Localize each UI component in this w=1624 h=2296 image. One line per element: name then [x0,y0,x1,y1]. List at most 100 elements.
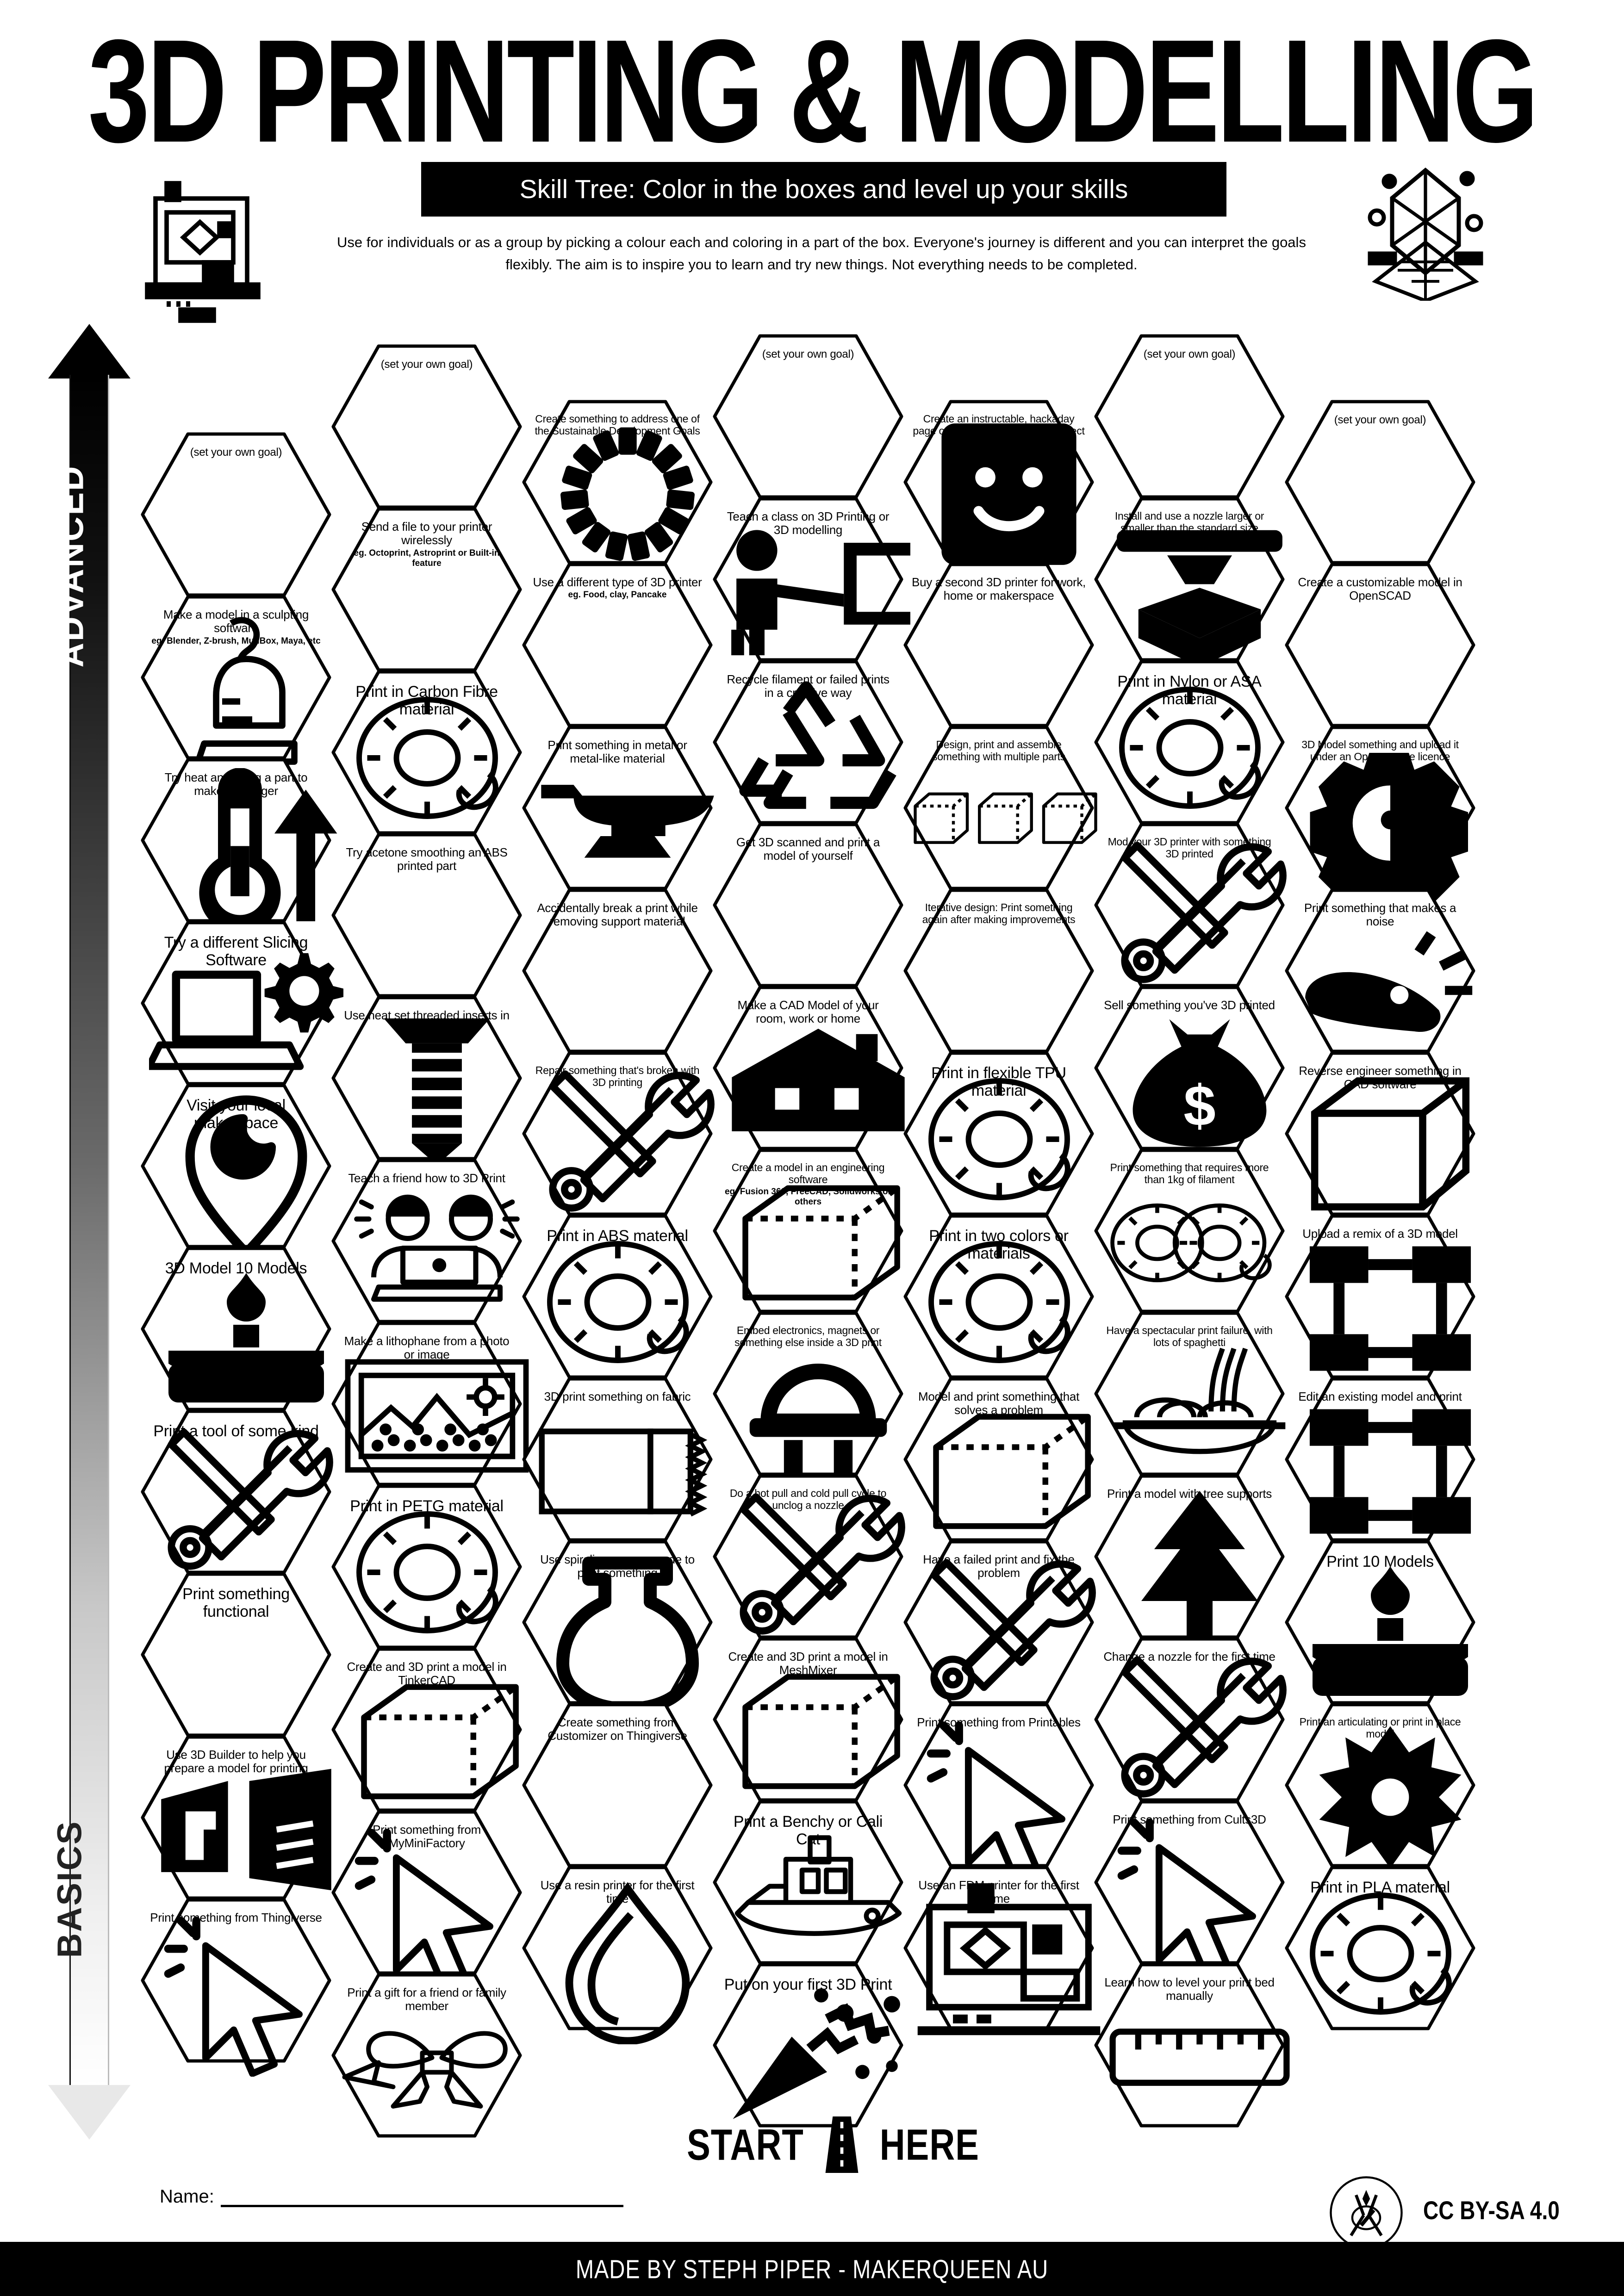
skill-hex[interactable]: Try heat annealing a part to make it str… [139,756,337,934]
road-icon [825,2116,859,2173]
skill-hex[interactable]: Print in Carbon Fibre material [330,668,524,837]
skill-hex[interactable]: Create and 3D print a model in MeshMixer [711,1635,905,1804]
skill-hex[interactable]: Teach a friend how to 3D Print [330,1157,524,1325]
poster-footer: MADE BY STEPH PIPER - MAKERQUEEN AU [0,2242,1624,2296]
skill-hex[interactable]: Use an FDM printer for the first time [902,1864,1101,2035]
3d-cube-lattice-icon [1356,162,1495,303]
skill-hex[interactable]: Print in PLA material [1283,1864,1477,2032]
skill-label: Create and 3D print a model in TinkerCAD [347,1660,507,1688]
skill-hex[interactable]: Edit an existing model and print [1283,1375,1477,1544]
skill-hex[interactable]: Print in flexible TPU material [902,1049,1096,1218]
skill-hex[interactable]: Put on your first 3D Print [711,1961,905,2129]
3d-printer-icon [139,176,278,326]
skill-label: 3D Model 10 Models [165,1260,307,1277]
start-word: START [687,2120,804,2170]
skill-hex[interactable]: Mod your 3D printer with something 3D pr… [1092,821,1287,989]
axis-arrow-head [48,324,131,379]
skill-hex[interactable]: Use a resin printer for the first time [520,1864,715,2044]
author-credit: MADE BY STEPH PIPER - MAKERQUEEN AU [575,2254,1049,2284]
skill-hex[interactable]: Print 10 Models [1283,1538,1477,1706]
skill-hex[interactable]: Use a different type of 3D printer eg. Fo… [520,561,715,729]
skill-hex[interactable]: Sell something you've 3D printed $ [1092,984,1287,1152]
skill-hex[interactable]: Try a different Slicing Software [139,919,343,1087]
skill-hex[interactable]: Design, print and assemble something wit… [902,724,1097,892]
skill-hex[interactable]: 3D print something on fabric [520,1375,715,1544]
skill-hex[interactable]: Send a file to your printer wirelessly eg… [330,505,524,674]
skill-hex[interactable]: Print something from Cults3D [1092,1798,1287,1979]
skill-hex[interactable]: Print something from MyMiniFactory [330,1808,524,1989]
skill-label: 3D print something on fabric [544,1390,691,1403]
skill-hex[interactable]: 3D Model something and upload it under a… [1283,724,1477,904]
name-input-line[interactable] [220,2188,623,2207]
skill-hex[interactable]: Print in ABS material [520,1212,715,1381]
skill-hex[interactable]: Install and use a nozzle larger or small… [1092,495,1287,667]
skill-hex[interactable]: Print something functional [139,1570,333,1739]
skill-hex[interactable]: Do a hot pull and cold pull cycle to unc… [711,1472,905,1641]
skill-hex[interactable]: (set your own goal) [1092,332,1287,501]
skill-label: Create something from Customizer on Thin… [548,1715,687,1743]
skill-hex[interactable]: Create a model in an engineering softwar… [711,1147,905,1315]
skill-hex[interactable]: Use 3D Builder to help you prepare a mod… [139,1733,333,1902]
skill-hex[interactable]: Print in PETG material [330,1483,524,1651]
skill-hex[interactable]: 3D Model 10 Models [139,1245,333,1413]
skill-label: Sell something you've 3D printed [1104,998,1275,1012]
skill-hex[interactable]: (set your own goal) [711,332,905,501]
skill-hex[interactable]: Print a Benchy or Cali Cat [711,1798,905,1967]
skill-label: Create a customizable model in OpenSCAD [1298,575,1462,603]
skill-hex[interactable]: Print a tool of some kind [139,1408,333,1576]
skill-hex[interactable]: Create a customizable model in OpenSCAD [1283,561,1477,729]
license-text: CC BY-SA 4.0 [1423,2196,1560,2225]
skill-hex[interactable]: Try acetone smoothing an ABS printed par… [330,831,524,999]
skill-hex[interactable]: Have a failed print and fix the problem [902,1538,1096,1706]
skill-hex[interactable]: Reverse engineer something in CAD softwa… [1283,1049,1477,1218]
skill-hex[interactable]: Use heat set threaded inserts in a part [330,994,524,1165]
skill-hex[interactable]: Print something that makes a noise [1283,887,1477,1055]
skill-hex[interactable]: Teach a class on 3D Printing or 3D model… [711,495,910,664]
skill-hex[interactable]: Create something from Customizer on Thin… [520,1701,715,1869]
skill-hex[interactable]: Learn how to level your print bed manual… [1092,1961,1290,2129]
page-title: 3D PRINTING & MODELLING [88,9,1539,173]
skill-hex[interactable]: Recycle filament or failed prints in a c… [711,658,905,826]
skill-hex[interactable]: Have a spectacular print failure, with l… [1092,1309,1287,1478]
skill-hex[interactable]: (set your own goal) [1283,398,1477,566]
skill-hex[interactable]: Iterative design: Print something again … [902,887,1096,1055]
skill-hex[interactable]: Print in Nylon or ASA material [1092,658,1287,826]
skill-hex[interactable]: Make a model in a sculpting software eg. … [139,593,333,765]
skill-hex[interactable]: Print something in metal or metal-like m… [520,724,715,892]
skill-label: Print something that requires more than … [1110,1161,1269,1186]
skill-label: Get 3D scanned and print a model of your… [736,835,880,863]
skill-subtext: eg. Octoprint, Astroprint or Built-in fe… [354,548,500,568]
name-field-row[interactable]: Name: [160,2186,623,2207]
skill-hex[interactable]: Print something from Thingiverse [139,1896,333,2077]
skill-hex[interactable]: Get 3D scanned and print a model of your… [711,821,905,989]
axis-gradient-bar [69,375,109,2087]
skill-hex[interactable]: Make a lithophane from a photo or image [330,1320,529,1488]
skill-hex[interactable]: Upload a remix of a 3D model [1283,1212,1477,1381]
skill-label: (set your own goal) [380,358,473,371]
skill-hex[interactable]: (set your own goal) [330,342,524,511]
subtitle-banner: Skill Tree: Color in the boxes and level… [421,162,1226,217]
skill-hex[interactable]: Accidentally break a print while removin… [520,887,715,1055]
skill-hex[interactable]: (set your own goal) [139,430,333,599]
skill-hex[interactable]: Model and print something that solves a … [902,1375,1096,1544]
skill-hex[interactable]: Print a model with tree supports [1092,1472,1287,1641]
skill-hex[interactable]: Create something to address one of the S… [520,398,715,566]
skill-hex[interactable]: Repair something that's broken with 3D p… [520,1049,715,1218]
skill-hex[interactable]: Visit your local makerspace [139,1082,333,1258]
skill-label: Teach a friend how to 3D Print [348,1171,505,1185]
skill-hex[interactable]: Print a gift for a friend or family memb… [330,1971,524,2140]
skill-hex[interactable]: Print something that requires more than … [1092,1147,1287,1315]
skill-hex[interactable]: Change a nozzle for the first time [1092,1635,1287,1804]
skill-hex[interactable]: Make a CAD Model of your room, work or h… [711,984,905,1152]
skill-label: Make a CAD Model of your room, work or h… [737,998,879,1026]
skill-hex[interactable]: Print in two colors or materials [902,1212,1096,1381]
skill-hex[interactable]: Create and 3D print a model in TinkerCAD [330,1645,524,1814]
skill-hex[interactable]: Use spiralise or vase mode to print some… [520,1538,715,1715]
skill-hex[interactable]: Buy a second 3D printer for work, home o… [902,561,1096,729]
skill-hex[interactable]: Embed electronics, magnets or something … [711,1309,905,1484]
skill-hex[interactable]: Print an articulating or print in place … [1283,1701,1477,1869]
skill-hex[interactable]: Print something from Printables [902,1701,1096,1881]
skill-label: Use a different type of 3D printer [533,575,702,589]
skill-hex[interactable]: Create an instructable, hackaday page or… [902,398,1096,566]
poster-header: 3D PRINTING & MODELLING Skill Tree: Colo… [0,0,1624,324]
